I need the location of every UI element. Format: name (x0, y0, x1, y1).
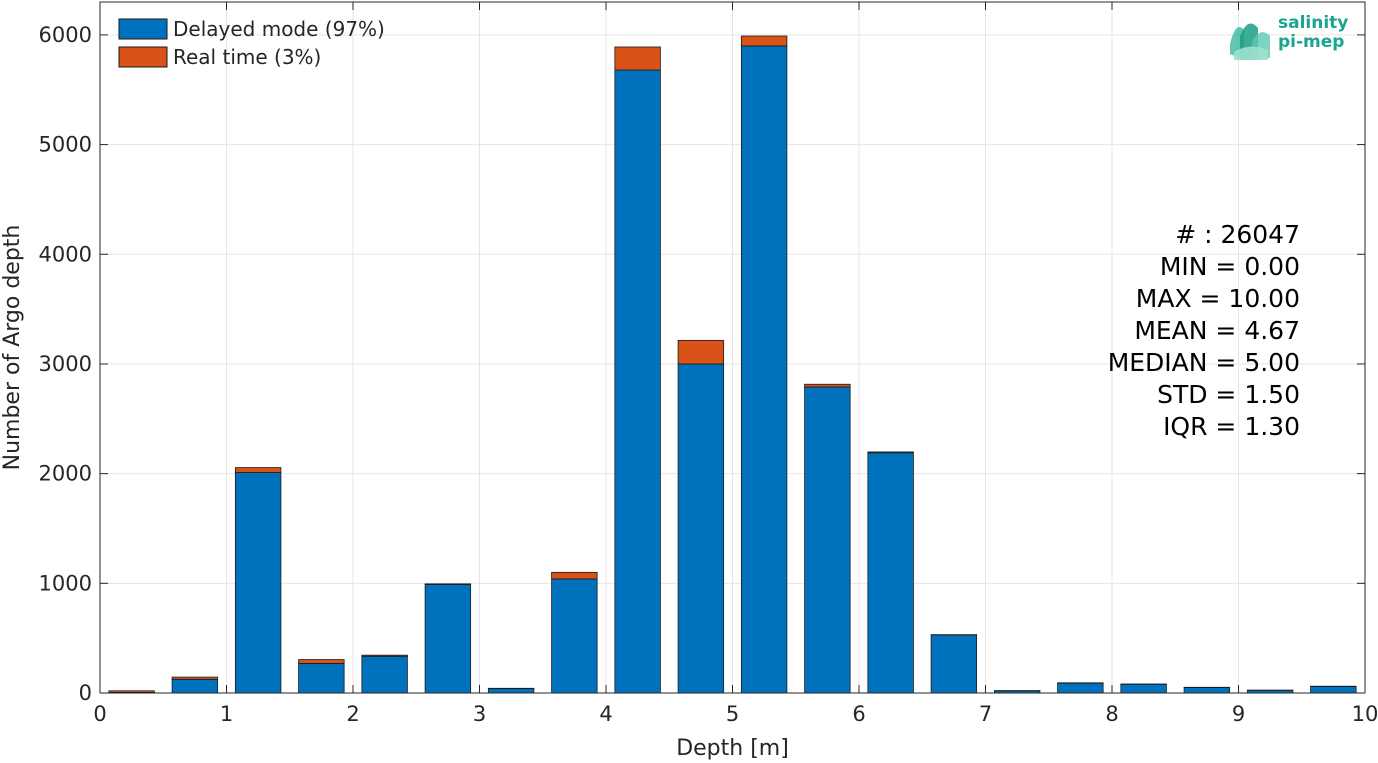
bar-delayed-mode (930, 634, 978, 694)
y-tick-label: 1000 (39, 571, 92, 595)
x-tick-label: 2 (346, 702, 359, 726)
y-tick-label: 0 (79, 681, 92, 705)
x-axis-label: Depth [m] (676, 736, 789, 761)
y-tick-label: 6000 (39, 23, 92, 47)
salinity-pimep-logo: salinity pi-mep (1228, 14, 1358, 64)
bar-delayed-mode (677, 363, 725, 694)
bar-delayed-mode (361, 655, 408, 694)
stats-line: MEAN = 4.67 (1134, 316, 1300, 345)
bar-delayed-mode (1120, 683, 1167, 694)
bar-delayed-mode (614, 69, 661, 694)
y-tick-label: 5000 (39, 133, 92, 157)
x-tick-label: 9 (1232, 702, 1245, 726)
legend: Delayed mode (97%) Real time (3%) (118, 17, 385, 69)
bars (108, 35, 1357, 694)
stats-line: IQR = 1.30 (1163, 412, 1300, 441)
bar-real-time (804, 383, 851, 388)
bar-real-time (234, 467, 282, 473)
axis-ticks: 0 1 2 3 4 5 6 7 8 9 10 0 1000 2000 3000 4000 5000 6000 (39, 2, 1378, 726)
bar-delayed-mode (804, 386, 851, 694)
stats-line: MEDIAN = 5.00 (1108, 348, 1300, 377)
wave-logo-icon (1230, 23, 1270, 60)
bar-real-time (361, 654, 408, 657)
bar-delayed-mode (1057, 682, 1104, 694)
legend-swatch-realtime (118, 46, 168, 68)
bar-real-time (171, 676, 219, 680)
x-tick-label: 6 (852, 702, 865, 726)
bar-real-time (424, 583, 472, 585)
bar-real-time (551, 571, 598, 580)
x-tick-label: 10 (1352, 702, 1378, 726)
x-tick-label: 8 (1105, 702, 1118, 726)
logo-line2: pi-mep (1278, 32, 1345, 52)
stats-line: MAX = 10.00 (1136, 284, 1300, 313)
bar-real-time (108, 690, 155, 693)
bar-real-time (298, 659, 345, 664)
x-tick-label: 1 (220, 702, 233, 726)
legend-label-delayed: Delayed mode (97%) (173, 17, 385, 41)
bar-delayed-mode (1183, 687, 1231, 694)
stats-line: STD = 1.50 (1157, 380, 1300, 409)
bar-delayed-mode (487, 688, 535, 694)
bar-delayed-mode (740, 45, 788, 694)
bar-real-time (614, 46, 661, 71)
y-tick-label: 3000 (39, 352, 92, 376)
bar-delayed-mode (298, 662, 345, 694)
bar-delayed-mode (424, 584, 472, 694)
x-tick-label: 3 (473, 702, 486, 726)
stats-line: MIN = 0.00 (1160, 252, 1300, 281)
y-axis-label: Number of Argo depth (0, 225, 25, 471)
bar-delayed-mode (1310, 686, 1357, 694)
stats-annotation: # : 26047 MIN = 0.00 MAX = 10.00 MEAN = 4.6… (1108, 220, 1300, 441)
legend-label-realtime: Real time (3%) (173, 45, 321, 69)
stats-line: # : 26047 (1175, 220, 1300, 249)
bar-real-time (867, 451, 914, 454)
bar-delayed-mode (234, 472, 282, 694)
bar-delayed-mode (171, 678, 219, 694)
y-tick-label: 4000 (39, 242, 92, 266)
x-tick-label: 4 (599, 702, 612, 726)
legend-swatch-delayed (118, 18, 168, 40)
logo-line1: salinity (1278, 13, 1349, 33)
bar-real-time (740, 35, 788, 47)
y-tick-label: 2000 (39, 462, 92, 486)
x-tick-label: 0 (93, 702, 106, 726)
bar-real-time (677, 339, 725, 365)
x-tick-label: 7 (979, 702, 992, 726)
bar-delayed-mode (551, 578, 598, 694)
x-tick-label: 5 (726, 702, 739, 726)
bar-delayed-mode (867, 452, 914, 694)
